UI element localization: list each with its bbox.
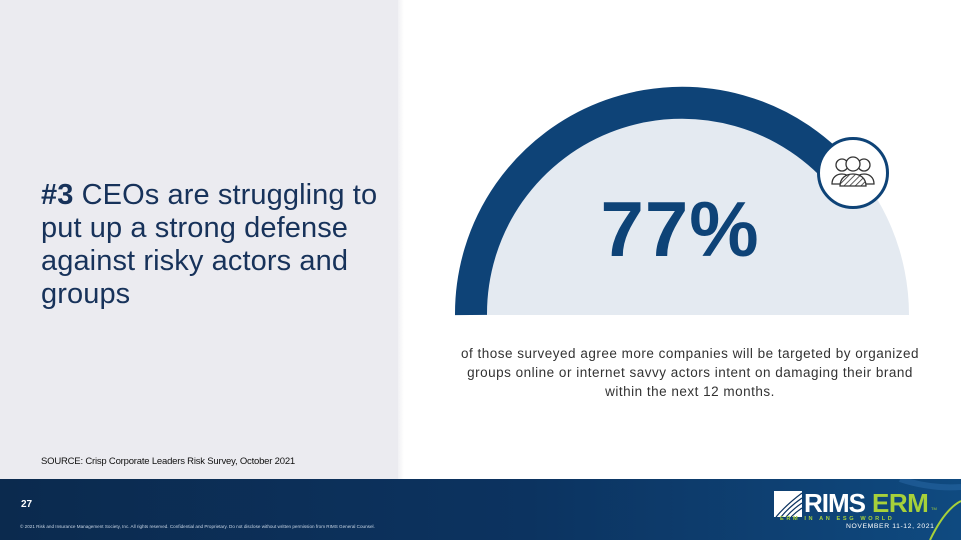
decorative-swoosh bbox=[899, 479, 961, 540]
gauge-chart bbox=[454, 86, 909, 316]
gauge-progress-arc bbox=[454, 86, 859, 316]
footer-bar: 27 © 2021 Risk and Insurance Management … bbox=[0, 479, 961, 540]
rims-erm-logo: RIMS ERM TM ERM IN AN ESG WORLD NOVEMBER… bbox=[774, 488, 944, 533]
headline-text: CEOs are struggling to put up a strong d… bbox=[41, 179, 378, 310]
page-number: 27 bbox=[21, 499, 33, 510]
icon-badge bbox=[817, 137, 889, 209]
logo-erm-text: ERM bbox=[872, 488, 929, 518]
logo-rims-text: RIMS bbox=[804, 488, 866, 518]
headline-number: #3 bbox=[41, 179, 74, 211]
slide-headline: #3 CEOs are struggling to put up a stron… bbox=[41, 179, 381, 311]
rims-logo-mark-icon bbox=[774, 491, 803, 517]
stat-caption: of those surveyed agree more companies w… bbox=[461, 346, 919, 399]
logo-trademark: TM bbox=[931, 506, 937, 511]
event-date: NOVEMBER 11-12, 2021 bbox=[846, 523, 935, 530]
stat-value: 77% bbox=[600, 185, 760, 273]
panel-divider bbox=[398, 0, 404, 479]
left-panel bbox=[0, 0, 398, 479]
source-note: SOURCE: Crisp Corporate Leaders Risk Sur… bbox=[41, 456, 296, 467]
group-people-icon bbox=[831, 156, 875, 187]
logo-tagline: ERM IN AN ESG WORLD bbox=[780, 516, 895, 522]
copyright-notice: © 2021 Risk and Insurance Management Soc… bbox=[20, 524, 375, 529]
